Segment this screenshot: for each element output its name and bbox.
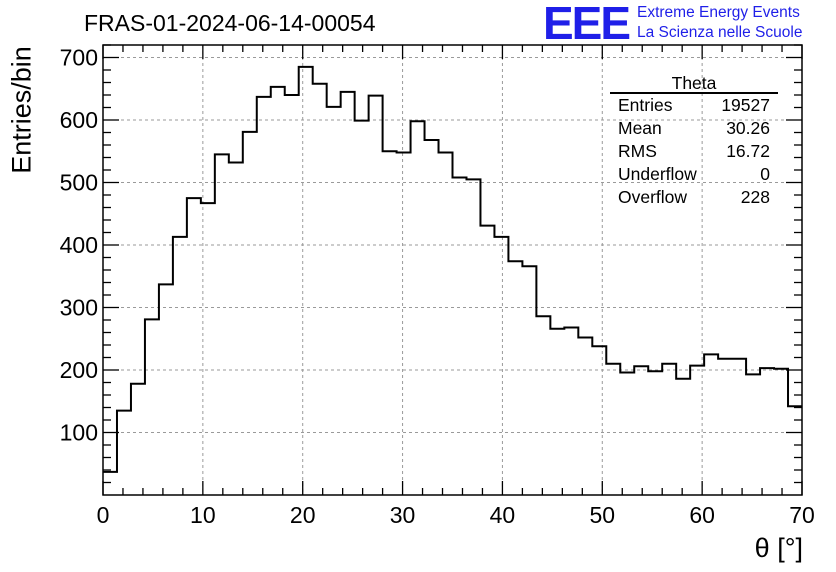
stats-value: 19527: [721, 95, 770, 115]
x-tick-label: 20: [290, 502, 316, 528]
y-tick-label: 600: [60, 107, 98, 133]
stats-value: 30.26: [726, 118, 770, 138]
x-axis-label: θ [°]: [754, 533, 803, 563]
axis-ticks: [102, 44, 803, 495]
stats-label: RMS: [618, 141, 657, 161]
y-tick-label: 700: [60, 45, 98, 71]
x-tick-label: 70: [789, 502, 815, 528]
y-tick-label: 400: [60, 232, 98, 258]
x-tick-label: 50: [589, 502, 615, 528]
histogram-line: [103, 65, 802, 473]
stats-row-rms: RMS 16.72: [610, 140, 778, 163]
stats-value: 16.72: [726, 141, 770, 161]
x-tick-label: 30: [390, 502, 416, 528]
logo-line-1: Extreme Energy Events: [637, 4, 800, 21]
y-tick-label: 500: [60, 170, 98, 196]
x-tick-label: 10: [190, 502, 216, 528]
stats-label: Underflow: [618, 164, 697, 184]
stats-row-entries: Entries 19527: [610, 94, 778, 117]
logo-line-2: La Scienza nelle Scuole: [637, 24, 803, 41]
stats-box: Theta Entries 19527 Mean 30.26 RMS 16.72…: [610, 74, 778, 209]
stats-label: Entries: [618, 95, 673, 115]
y-tick-label: 300: [60, 295, 98, 321]
stats-label: Mean: [618, 118, 662, 138]
y-tick-label: 200: [60, 357, 98, 383]
x-tick-label: 40: [490, 502, 516, 528]
grid: [103, 45, 802, 495]
stats-row-overflow: Overflow 228: [610, 186, 778, 209]
stats-row-underflow: Underflow 0: [610, 163, 778, 186]
stats-title: Theta: [610, 74, 778, 94]
x-tick-label: 0: [97, 502, 110, 528]
y-axis-label: Entries/bin: [6, 46, 37, 174]
eee-logo: EEE: [543, 0, 631, 49]
x-tick-label: 60: [689, 502, 715, 528]
stats-row-mean: Mean 30.26: [610, 117, 778, 140]
tick-labels: 0 10 20 30 40 50 60 70 100 200 300 400 500 600 700: [60, 45, 815, 529]
plot-frame: [102, 44, 803, 496]
chart-title: FRAS-01-2024-06-14-00054: [84, 10, 376, 36]
stats-value: 0: [760, 164, 770, 184]
stats-value: 228: [740, 187, 770, 207]
stats-label: Overflow: [618, 187, 688, 207]
y-tick-label: 100: [60, 420, 98, 446]
